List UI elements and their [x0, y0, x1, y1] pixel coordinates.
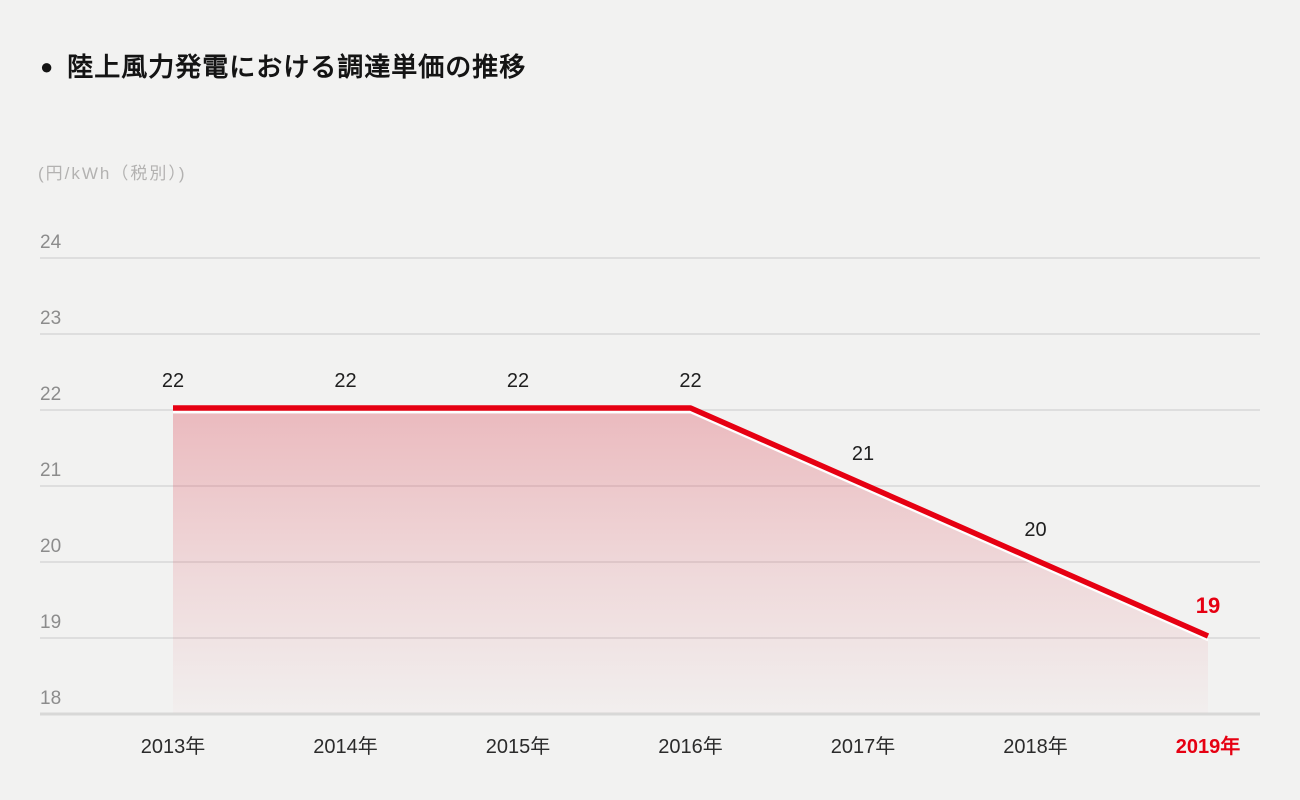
- price-line: [173, 405, 1210, 639]
- y-tick-label: 21: [40, 460, 62, 481]
- x-tick-label: 2016年: [658, 736, 723, 758]
- y-axis-unit-label: (円/kWh（税別）): [38, 164, 187, 183]
- y-tick-label: 20: [40, 536, 62, 557]
- x-tick-label: 2015年: [485, 736, 551, 758]
- y-tick-label: 18: [40, 688, 62, 709]
- y-tick-label: 22: [40, 384, 62, 405]
- data-label: 19: [1195, 593, 1221, 618]
- data-label: 22: [506, 370, 530, 392]
- y-tick-label: 24: [40, 232, 62, 253]
- x-tick-label: 2018年: [1003, 736, 1068, 758]
- data-label: 22: [334, 370, 357, 392]
- price-area-fill: [173, 413, 1208, 713]
- data-label: 22: [161, 370, 185, 392]
- chart-title-row: ● 陸上風力発電における調達単価の推移: [40, 47, 526, 84]
- x-tick-label: 2019年: [1175, 736, 1241, 758]
- y-tick-label: 23: [40, 308, 62, 329]
- title-bullet-icon: ●: [40, 53, 54, 79]
- x-tick-label: 2013年: [140, 736, 206, 758]
- chart-title: 陸上風力発電における調達単価の推移: [67, 52, 527, 82]
- x-tick-label: 2017年: [830, 736, 896, 758]
- x-tick-label: 2014年: [313, 736, 378, 758]
- data-label: 22: [679, 370, 702, 392]
- price-line-white-edge: [173, 410, 1209, 642]
- data-label: 21: [851, 443, 875, 465]
- y-tick-label: 19: [40, 612, 62, 633]
- data-label: 20: [1024, 519, 1047, 541]
